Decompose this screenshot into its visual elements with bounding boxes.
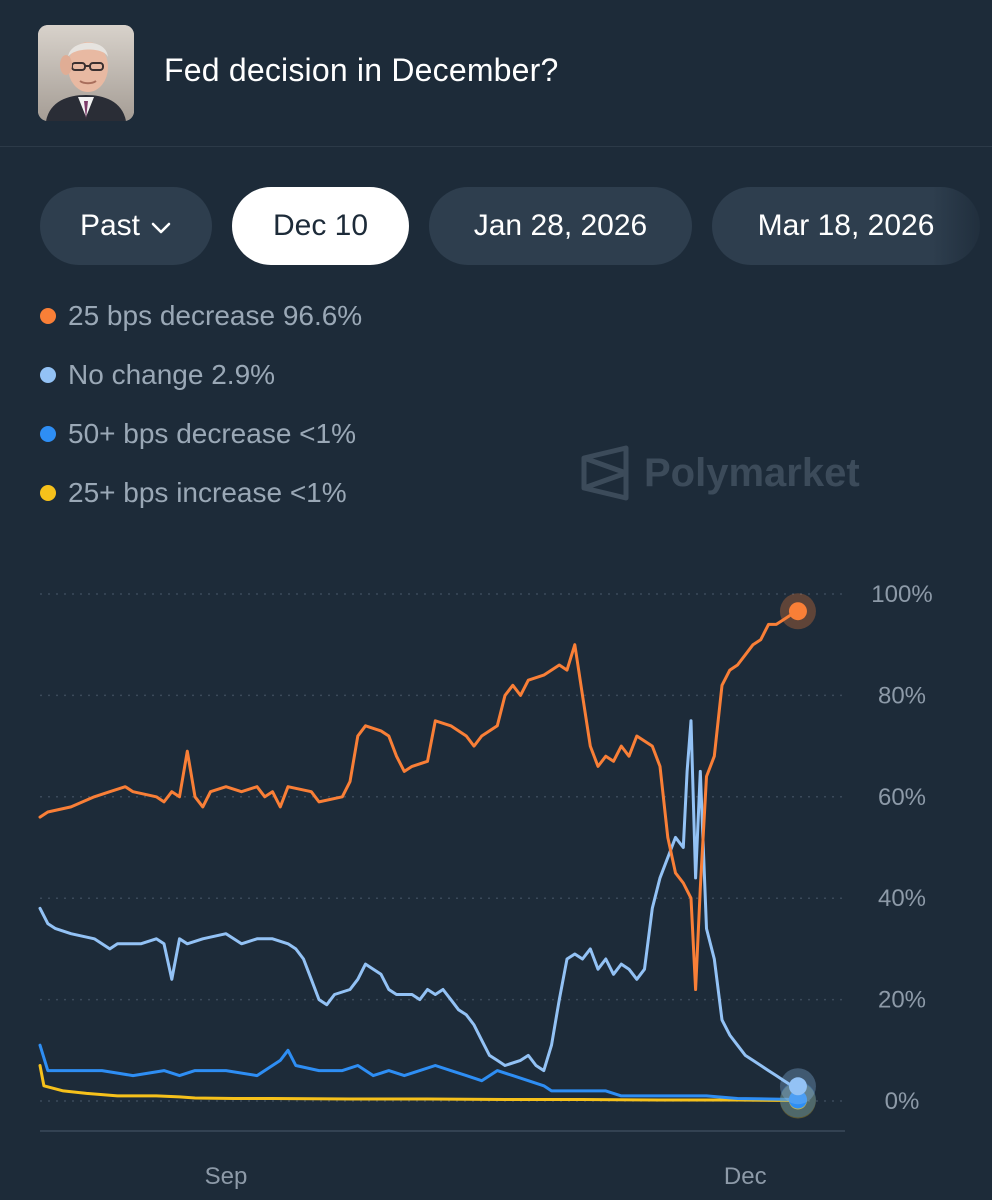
legend-dot-icon bbox=[40, 367, 56, 383]
polymarket-logo-icon bbox=[581, 445, 629, 501]
series-line bbox=[38, 719, 800, 1088]
tab-label: Past bbox=[79, 209, 141, 242]
y-tick-label: 80% bbox=[878, 682, 926, 709]
polymarket-watermark: Polymarket bbox=[580, 444, 860, 502]
legend-item[interactable]: No change 2.9% bbox=[40, 355, 275, 395]
tab-past[interactable]: Past bbox=[40, 187, 212, 265]
legend-dot-icon bbox=[40, 308, 56, 324]
y-tick-label: 20% bbox=[878, 987, 926, 1014]
y-tick-label: 40% bbox=[878, 885, 926, 912]
series-end-point bbox=[788, 1077, 807, 1096]
tab-label: Jan 28, 2026 bbox=[473, 209, 648, 242]
watermark-text: Polymarket bbox=[644, 450, 860, 495]
series-line bbox=[38, 1043, 800, 1101]
tab-dec-10[interactable]: Dec 10 bbox=[232, 187, 409, 265]
legend-dot-icon bbox=[40, 426, 56, 442]
legend-label: No change 2.9% bbox=[68, 359, 276, 390]
legend-dot-icon bbox=[40, 485, 56, 501]
market-avatar[interactable] bbox=[38, 25, 134, 121]
tab-jan-28-2026[interactable]: Jan 28, 2026 bbox=[429, 187, 692, 265]
date-tabs: Past Dec 10 Jan 28, 2026 Mar 18, 2026 bbox=[0, 187, 992, 267]
y-tick-label: 60% bbox=[878, 784, 926, 811]
tab-label: Mar 18, 2026 bbox=[757, 209, 935, 242]
tab-label: Dec 10 bbox=[272, 209, 369, 242]
legend-label: 50+ bps decrease <1% bbox=[68, 418, 356, 449]
series-end-point bbox=[788, 1090, 807, 1109]
tabs-fade bbox=[932, 187, 992, 267]
chevron-down-icon bbox=[150, 209, 172, 243]
series-line bbox=[38, 1064, 800, 1102]
y-axis: 100% 80% 60% 40% 20% 0% bbox=[871, 581, 932, 1115]
legend-item[interactable]: 25+ bps increase <1% bbox=[40, 473, 347, 513]
x-tick-label: Sep bbox=[205, 1163, 248, 1190]
x-tick-label: Dec bbox=[724, 1163, 767, 1190]
legend-item[interactable]: 25 bps decrease 96.6% bbox=[40, 296, 362, 336]
probability-chart[interactable]: 100% 80% 60% 40% 20% 0% Sep Dec bbox=[0, 560, 992, 1200]
legend-label: 25 bps decrease 96.6% bbox=[68, 300, 363, 331]
page-title: Fed decision in December? bbox=[164, 52, 559, 88]
y-tick-label: 100% bbox=[871, 581, 932, 608]
x-axis: Sep Dec bbox=[40, 1130, 845, 1190]
series-end-point bbox=[788, 602, 807, 621]
legend-item[interactable]: 50+ bps decrease <1% bbox=[40, 414, 356, 454]
chart-series bbox=[38, 593, 816, 1119]
y-tick-label: 0% bbox=[885, 1088, 920, 1115]
person-photo-icon bbox=[38, 25, 134, 121]
legend-label: 25+ bps increase <1% bbox=[68, 477, 347, 508]
series-line bbox=[38, 609, 800, 991]
market-header: Fed decision in December? bbox=[0, 0, 992, 147]
